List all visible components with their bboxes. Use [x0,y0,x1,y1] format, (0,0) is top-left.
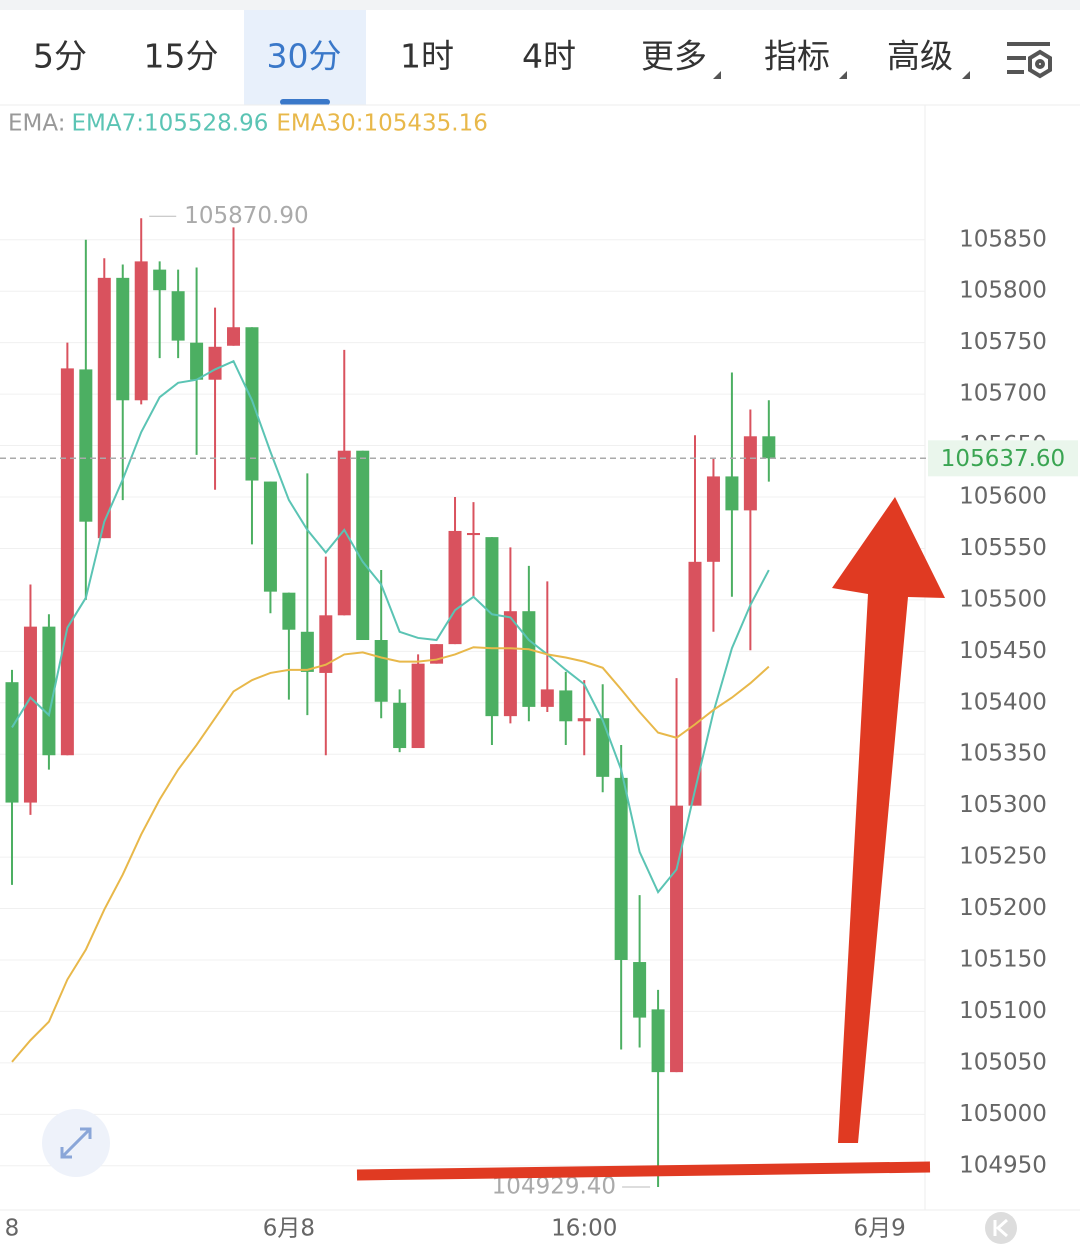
candle-body [79,369,93,522]
y-tick-label: 105500 [959,586,1047,612]
candle-body [23,626,37,803]
y-tick-label: 105450 [959,638,1047,664]
y-tick-label: 105550 [959,535,1047,561]
candle-body [245,327,259,481]
legend-entry: EMA7:105528.96 [71,111,268,137]
candle-body [743,436,757,511]
candle-body [577,718,591,722]
candle-body [448,530,462,645]
y-tick-label: 105800 [959,278,1047,304]
tab[interactable]: 更多 [641,37,707,76]
up-arrow [832,497,945,1143]
active-tab-indicator [280,99,330,105]
candle-body [282,592,296,630]
candle-body [208,346,222,380]
y-tick-label: 105750 [959,329,1047,355]
legend-entry: EMA30:105435.16 [276,111,488,137]
candle-body [688,561,702,806]
y-tick-label: 105600 [959,483,1047,509]
x-tick-label: 16:00 [551,1216,617,1242]
candle-body [356,450,370,641]
candle-body [227,327,241,346]
tab[interactable]: 30分 [267,37,342,76]
candle-body [522,611,536,707]
tab[interactable]: 指标 [764,37,830,76]
candle-body [116,277,130,401]
drawn-annotation [356,497,945,1181]
candle-body [5,682,19,803]
candle-body [393,702,407,749]
y-tick-label: 105850 [959,226,1047,252]
tab[interactable]: 1时 [400,37,454,76]
candle-body [190,342,204,380]
status-strip [0,0,1080,10]
y-tick-label: 105000 [959,1101,1047,1127]
high-marker-label: 105870.90 [184,203,308,229]
last-price-label: 105637.60 [941,446,1065,472]
candle-body [614,777,628,960]
expand-button[interactable] [42,1109,110,1177]
candle-body [540,689,554,707]
active-tab-bg [244,10,366,105]
y-tick-label: 105250 [959,844,1047,870]
y-tick-label: 105300 [959,792,1047,818]
tab[interactable]: 高级 [887,37,953,76]
ema-line [11,646,770,1063]
y-tick-label: 105050 [959,1049,1047,1075]
candle-body [466,533,480,536]
settings-icon[interactable] [1007,42,1052,79]
candle-body [485,537,499,717]
candle-body [153,269,167,291]
k-button[interactable] [985,1212,1017,1244]
candle-body [503,611,517,717]
x-tick-label: 8 [5,1216,20,1242]
y-tick-label: 105400 [959,689,1047,715]
candle-body [651,1009,665,1073]
tab[interactable]: 4时 [522,37,576,76]
candle-body [725,476,739,511]
indicator-label: EMA: [8,111,65,137]
candle-body [706,476,720,562]
candle-body [374,640,388,702]
dropdown-triangles [713,71,970,79]
y-tick-label: 104950 [959,1152,1047,1178]
candle-body [762,436,776,459]
y-tick-label: 105700 [959,381,1047,407]
candle-body [42,626,56,756]
ema-line [11,359,770,894]
candle-body [97,277,111,539]
candle-body [319,615,333,673]
support-line [356,1161,931,1181]
candle-body [134,261,148,401]
x-tick-label: 6月9 [853,1216,905,1242]
x-tick-label: 6月8 [263,1216,315,1242]
tab[interactable]: 5分 [33,37,87,76]
candle-body [60,368,74,756]
candle-body [300,631,314,672]
y-tick-label: 105350 [959,741,1047,767]
y-tick-label: 105100 [959,998,1047,1024]
candle-body [337,450,351,616]
y-tick-label: 105150 [959,946,1047,972]
candle-body [596,718,610,777]
tab[interactable]: 15分 [144,37,219,76]
candle-body [633,962,647,1018]
candle-body [411,663,425,749]
y-tick-label: 105200 [959,895,1047,921]
last-price-tag [928,440,1078,477]
candle-body [559,690,573,722]
candle-body [263,481,277,592]
candle-body [171,291,185,341]
